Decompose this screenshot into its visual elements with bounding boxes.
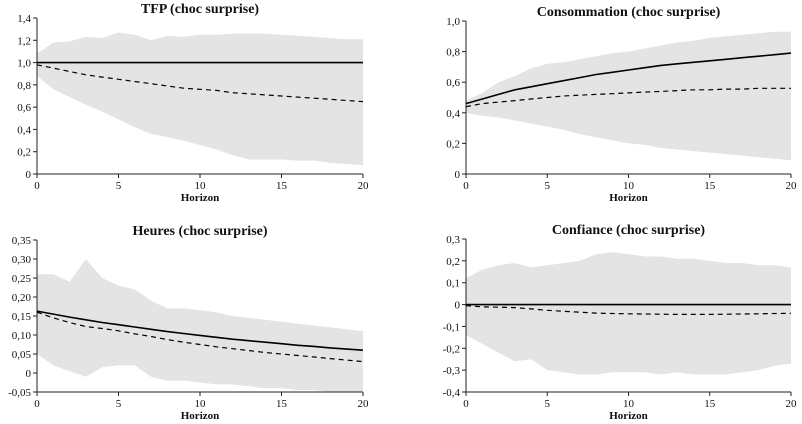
consommation-confidence-band: [466, 31, 791, 161]
heures-y-tick-label: 0,30: [12, 254, 32, 266]
consommation-x-tick-label: 20: [786, 180, 798, 192]
heures-y-tick-label: -0,05: [8, 387, 31, 399]
heures-x-tick-label: 5: [116, 398, 122, 410]
confiance-y-tick-label: 0,1: [446, 278, 460, 290]
consommation-y-tick-label: 0,2: [446, 138, 460, 150]
confiance-y-tick-label: 0,3: [446, 234, 460, 246]
consommation-dashed-line: [465, 87, 791, 108]
heures-y-tick-label: 0,35: [12, 235, 32, 247]
confiance-y-tick-label: 0: [455, 300, 461, 312]
heures-title: Heures (choc surprise): [132, 224, 267, 239]
tfp-y-tick-label: 1,0: [17, 58, 31, 70]
consommation-y-tick-label: 0,8: [446, 47, 460, 59]
heures-y-tick-label: 0,25: [12, 273, 32, 285]
heures-y-tick-label: 0,05: [12, 349, 32, 361]
heures-x-tick-label: 0: [34, 398, 40, 410]
confiance-x-tick-label: 20: [786, 398, 798, 410]
consommation-x-tick-label: 5: [545, 180, 551, 192]
tfp-y-tick-label: 0,6: [17, 102, 31, 114]
tfp-y-tick-label: 1,4: [17, 13, 31, 25]
tfp-dashed-line: [36, 64, 364, 103]
tfp-y-tick-label: 0,2: [17, 147, 31, 159]
tfp-x-tick-label: 15: [276, 180, 288, 192]
consommation-x-axis-label: Horizon: [609, 192, 648, 204]
confiance-x-axis-label: Horizon: [609, 410, 648, 422]
consommation-solid-line: [465, 52, 792, 105]
confiance-y-tick-label: -0,4: [443, 387, 461, 399]
tfp-y-tick-label: 0,4: [17, 124, 31, 136]
tfp-x-tick-label: 5: [116, 180, 122, 192]
tfp-x-tick-label: 20: [358, 180, 370, 192]
confiance-y-tick-label: -0,2: [443, 343, 460, 355]
consommation-panel: 0 0,2 0,4 0,6 0,8 1,0 0 5 10 15 20 Consommation (ch…: [446, 5, 797, 204]
consommation-x-tick-label: 10: [623, 180, 635, 192]
confiance-y-tick-label: 0,2: [446, 256, 460, 268]
tfp-y-tick-label: 0,8: [17, 80, 31, 92]
confiance-dashed-line: [465, 305, 792, 315]
consommation-y-tick-label: 0,6: [446, 77, 460, 89]
heures-x-tick-label: 10: [195, 398, 207, 410]
heures-confidence-band: [37, 259, 363, 392]
heures-x-axis-label: Horizon: [181, 410, 220, 422]
confiance-x-tick-label: 5: [545, 398, 551, 410]
tfp-x-axis-label: Horizon: [181, 192, 220, 204]
tfp-x-tick-label: 10: [195, 180, 207, 192]
consommation-x-tick-label: 0: [463, 180, 469, 192]
consommation-y-tick-label: 0,4: [446, 108, 460, 120]
consommation-x-tick-label: 15: [704, 180, 716, 192]
consommation-y-tick-label: 1,0: [446, 16, 460, 28]
confiance-y-tick-label: -0,3: [443, 365, 461, 377]
confiance-y-tick-label: -0,1: [443, 321, 460, 333]
tfp-confidence-band: [37, 32, 363, 166]
heures-y-tick-label: 0,10: [12, 330, 32, 342]
tfp-panel: 0 0,2 0,4 0,6 0,8 1,0 1,2 1,4 0 5 10 15 20 TFP (choc …: [17, 2, 369, 204]
heures-y-tick-label: 0: [26, 368, 32, 380]
confiance-x-tick-label: 0: [463, 398, 469, 410]
confiance-x-tick-label: 10: [623, 398, 635, 410]
heures-x-tick-label: 20: [358, 398, 370, 410]
tfp-title: TFP (choc surprise): [141, 2, 260, 17]
heures-y-tick-label: 0,15: [12, 311, 32, 323]
confiance-panel: -0,4 -0,3 -0,2 -0,1 0 0,1 0,2 0,3 0 5 10 15 20 Confia…: [443, 223, 797, 422]
heures-y-tick-label: 0,20: [12, 292, 32, 304]
heures-solid-line: [36, 310, 364, 351]
heures-dashed-line: [36, 311, 364, 363]
confiance-title: Confiance (choc surprise): [552, 223, 706, 238]
consommation-y-tick-label: 0: [455, 169, 461, 181]
tfp-y-tick-label: 0: [26, 169, 32, 181]
tfp-y-tick-label: 1,2: [17, 35, 31, 47]
tfp-x-tick-label: 0: [34, 180, 40, 192]
consommation-title: Consommation (choc surprise): [537, 5, 721, 20]
confiance-x-tick-label: 15: [704, 398, 716, 410]
heures-x-tick-label: 15: [276, 398, 288, 410]
